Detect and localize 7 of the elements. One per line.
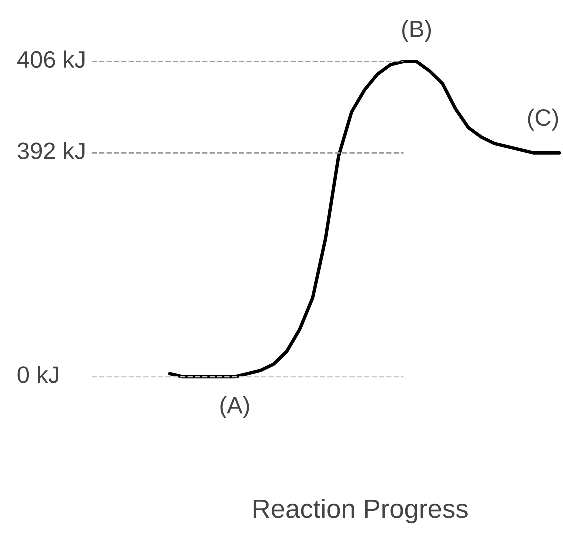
annotation: (B)	[402, 20, 432, 42]
annotation: (C)	[528, 108, 558, 131]
ref-line-label: 406 kJ	[17, 50, 85, 68]
ref-line-label: 0 kJ	[18, 366, 58, 384]
ref-line-label: 392 kJ	[18, 142, 85, 160]
text: Reaction Progress	[254, 498, 468, 524]
annotation: (A)	[220, 396, 250, 419]
